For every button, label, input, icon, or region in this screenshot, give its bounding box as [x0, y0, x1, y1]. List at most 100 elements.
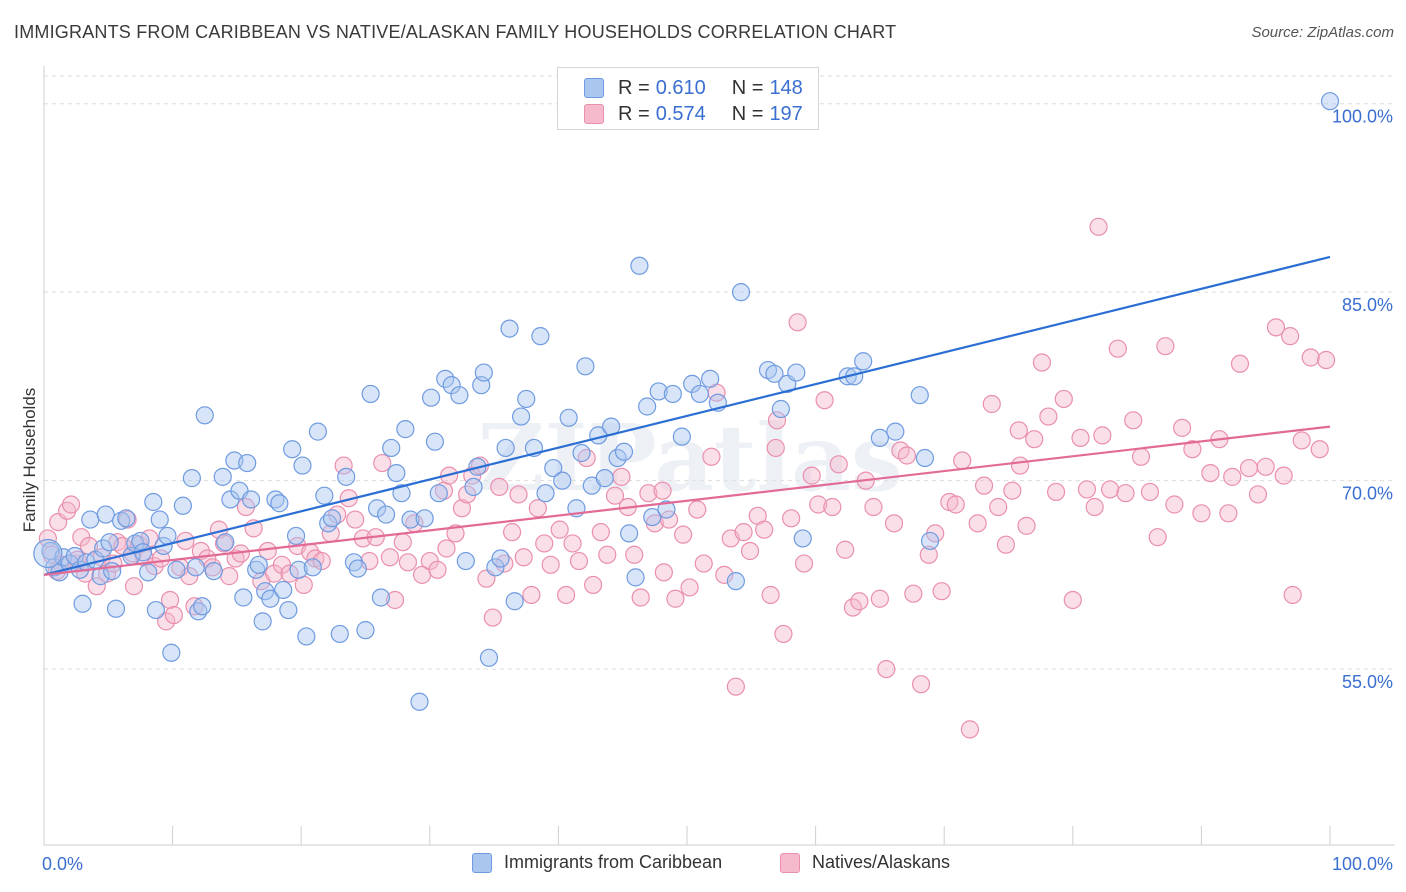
- caribbean-point: [117, 509, 136, 528]
- caribbean-point: [247, 560, 266, 579]
- natives-point: [483, 608, 502, 627]
- caribbean-point: [182, 469, 201, 488]
- watermark-text: ZIPatlas: [477, 404, 902, 512]
- natives-point: [653, 481, 672, 500]
- natives-point: [569, 551, 589, 571]
- natives-point: [755, 520, 774, 539]
- caribbean-point: [517, 389, 536, 409]
- natives-point: [968, 514, 987, 533]
- caribbean-point: [392, 484, 411, 503]
- caribbean-point: [361, 384, 380, 404]
- natives-point: [897, 446, 917, 465]
- caribbean-points: [33, 92, 1340, 711]
- natives-point: [87, 577, 106, 596]
- natives-point: [503, 523, 522, 542]
- natives-point: [591, 523, 610, 542]
- natives-point: [584, 575, 603, 595]
- natives-point: [1283, 585, 1302, 605]
- natives-point: [904, 584, 923, 603]
- caribbean-point: [286, 526, 306, 546]
- series-label-caribbean: Immigrants from Caribbean: [504, 852, 723, 872]
- tick-labels: 55.0% 70.0% 85.0% 100.0% 0.0% 100.0%: [42, 107, 1393, 874]
- natives-point: [1100, 480, 1120, 499]
- natives-point: [774, 624, 793, 644]
- natives-point: [1248, 485, 1268, 504]
- natives-point: [1063, 590, 1082, 610]
- natives-point: [577, 448, 596, 468]
- caribbean-point: [330, 624, 349, 644]
- caribbean-point: [103, 561, 122, 581]
- caribbean-point: [33, 538, 63, 569]
- legend-row-caribbean: R = 0.610 N = 148: [584, 75, 803, 101]
- natives-point: [782, 509, 801, 528]
- source-label: Source: ZipAtlas.com: [1251, 24, 1394, 41]
- y-tick-label: 70.0%: [1342, 484, 1393, 504]
- caribbean-point: [73, 594, 92, 613]
- caribbean-point: [663, 384, 682, 404]
- natives-point: [1017, 516, 1036, 535]
- y-axis-label: Family Households: [20, 387, 39, 533]
- natives-point: [836, 540, 855, 559]
- legend-n-label: N =: [731, 76, 764, 99]
- natives-point: [996, 535, 1016, 554]
- caribbean-point: [146, 600, 165, 620]
- y-tick-label: 85.0%: [1342, 295, 1393, 315]
- caribbean-point: [683, 374, 702, 393]
- caribbean-point: [279, 600, 298, 620]
- caribbean-point: [544, 458, 563, 478]
- natives-point: [280, 564, 299, 583]
- natives-point: [884, 514, 904, 533]
- caribbean-point: [793, 529, 812, 548]
- natives-point: [625, 545, 644, 564]
- natives-point: [974, 476, 994, 495]
- natives-point: [1108, 339, 1127, 358]
- series-legend-caribbean: Immigrants from Caribbean: [472, 852, 722, 873]
- caribbean-point: [162, 643, 181, 662]
- axes: [43, 66, 1395, 846]
- caribbean-point: [131, 531, 150, 551]
- legend-n-value: 197: [769, 102, 803, 125]
- natives-point: [1219, 504, 1238, 523]
- caribbean-point: [241, 490, 261, 509]
- natives-point: [1256, 457, 1275, 476]
- y-tick-label: 100.0%: [1332, 107, 1393, 127]
- natives-point: [1239, 458, 1259, 478]
- caribbean-point: [401, 510, 420, 529]
- natives-point: [550, 520, 569, 539]
- natives-point: [946, 495, 965, 514]
- natives-point: [1046, 482, 1066, 502]
- natives-point: [334, 456, 353, 475]
- caribbean-point: [238, 453, 257, 473]
- natives-point: [563, 534, 582, 553]
- y-tick-label: 55.0%: [1342, 672, 1393, 692]
- natives-point: [1223, 467, 1242, 486]
- natives-point: [788, 313, 807, 332]
- caribbean-point: [421, 388, 441, 407]
- chart-title: IMMIGRANTS FROM CARIBBEAN VS NATIVE/ALAS…: [14, 22, 897, 42]
- natives-point: [877, 659, 896, 679]
- natives-point: [1201, 463, 1220, 483]
- natives-point: [740, 541, 760, 561]
- natives-point: [864, 497, 883, 517]
- natives-point: [452, 499, 472, 518]
- natives-point: [214, 534, 234, 553]
- series-swatch-caribbean: [472, 852, 492, 873]
- correlation-legend: R = 0.610 N = 148 R = 0.574 N = 197: [557, 67, 819, 130]
- caribbean-point: [249, 555, 268, 574]
- caribbean-point: [213, 467, 232, 486]
- natives-point: [911, 675, 931, 694]
- caribbean-point: [65, 546, 84, 566]
- natives-point: [61, 495, 81, 514]
- legend-r-value: 0.610: [655, 76, 706, 99]
- caribbean-point: [315, 486, 334, 505]
- natives-point: [680, 578, 699, 597]
- natives-point: [715, 565, 734, 584]
- natives-point: [1274, 466, 1293, 485]
- natives-point: [612, 467, 631, 486]
- natives-point: [766, 438, 785, 458]
- natives-point: [809, 495, 828, 514]
- natives-point: [850, 592, 869, 611]
- caribbean-point: [464, 477, 483, 497]
- caribbean-point: [274, 580, 293, 600]
- series-legend: Immigrants from Caribbean Natives/Alaska…: [0, 852, 1406, 878]
